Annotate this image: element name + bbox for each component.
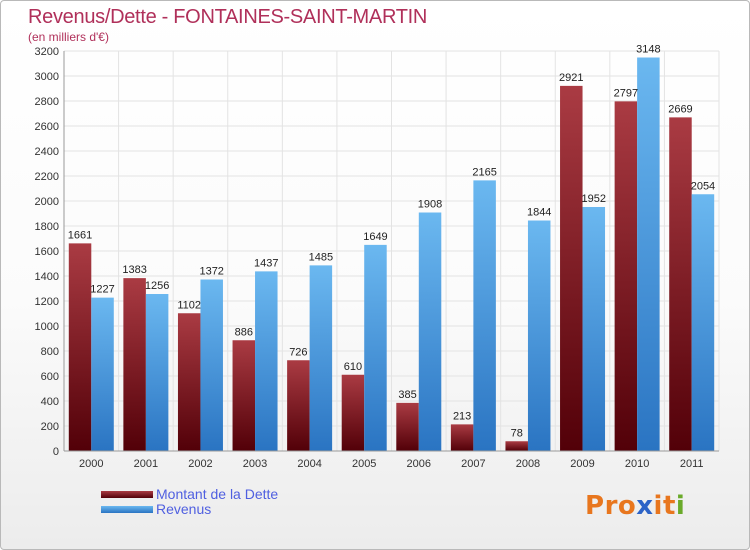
data-label: 2054 — [691, 180, 715, 192]
data-label: 886 — [235, 326, 253, 338]
logo-letter: x — [636, 491, 654, 521]
x-tick-label: 2010 — [625, 458, 649, 470]
data-label: 1485 — [309, 251, 333, 263]
bar-dette — [560, 85, 583, 451]
x-tick-label: 2003 — [243, 458, 267, 470]
bar-dette — [287, 360, 310, 451]
bar-dette — [450, 424, 474, 451]
data-label: 1383 — [122, 264, 146, 276]
x-tick-label: 2009 — [570, 458, 594, 470]
x-tick-label: 2000 — [79, 458, 103, 470]
y-tick-label: 0 — [53, 446, 59, 458]
data-label: 213 — [453, 410, 471, 422]
data-label: 1844 — [527, 207, 551, 219]
y-tick-label: 2000 — [35, 196, 59, 208]
bar-dette — [614, 101, 638, 451]
y-tick-label: 1000 — [35, 321, 59, 333]
chart-subtitle: (en milliers d'€) — [28, 30, 109, 44]
data-label: 1372 — [199, 266, 223, 278]
data-label: 1256 — [145, 280, 169, 292]
data-label: 2165 — [472, 166, 496, 178]
logo-letter: o — [617, 491, 637, 521]
bar-dette — [232, 340, 256, 451]
x-tick-label: 2004 — [297, 458, 321, 470]
y-tick-label: 200 — [41, 421, 59, 433]
data-label: 3148 — [636, 44, 660, 56]
y-tick-label: 1600 — [35, 246, 59, 258]
bar-revenus — [418, 212, 442, 451]
axes: 0 200 400 600 800 1000 1200 1400 1600 1800 2000 220… — [35, 46, 719, 470]
bar-dette — [396, 402, 419, 451]
x-tick-label: 2007 — [461, 458, 485, 470]
x-tick-label: 2006 — [407, 458, 431, 470]
y-tick-label: 1200 — [35, 296, 59, 308]
bar-revenus — [255, 271, 278, 451]
y-tick-label: 400 — [41, 396, 59, 408]
y-tick-label: 1800 — [35, 221, 59, 233]
data-label: 1649 — [363, 231, 387, 243]
bar-revenus — [582, 207, 606, 451]
logo-letter: i — [675, 491, 686, 521]
bar-revenus — [309, 265, 333, 451]
data-label: 78 — [511, 427, 523, 439]
y-tick-label: 3000 — [35, 71, 59, 83]
data-label: 1952 — [582, 193, 606, 205]
x-tick-label: 2002 — [188, 458, 212, 470]
logo-letter: r — [604, 491, 618, 521]
bar-revenus — [91, 297, 114, 451]
bar-dette — [669, 117, 692, 451]
x-tick-label: 2005 — [352, 458, 376, 470]
data-label: 1102 — [177, 299, 201, 311]
bar-revenus — [473, 180, 496, 451]
legend-label-revenus: Revenus — [156, 501, 212, 517]
y-tick-label: 600 — [41, 371, 59, 383]
y-tick-label: 3200 — [35, 46, 59, 58]
bar-revenus — [200, 279, 223, 451]
data-label: 1908 — [418, 199, 442, 211]
y-tick-label: 2800 — [35, 96, 59, 108]
data-label: 2669 — [668, 103, 692, 115]
y-tick-label: 2400 — [35, 146, 59, 158]
data-label: 610 — [344, 361, 362, 373]
data-label: 2797 — [614, 87, 638, 99]
grid-lines — [63, 50, 720, 452]
legend-swatch-dette — [101, 491, 153, 498]
bar-revenus — [691, 194, 715, 451]
x-tick-label: 2001 — [134, 458, 158, 470]
y-tick-label: 2200 — [35, 171, 59, 183]
chart-title: Revenus/Dette - FONTAINES-SAINT-MARTIN — [28, 6, 428, 28]
bars — [68, 57, 715, 451]
data-label: 726 — [289, 346, 307, 358]
x-tick-label: 2008 — [516, 458, 540, 470]
bar-dette — [341, 374, 365, 451]
logo-letter: t — [662, 491, 676, 521]
legend-label-dette: Montant de la Dette — [156, 486, 279, 502]
data-label: 1437 — [254, 257, 278, 269]
data-label: 1227 — [90, 284, 114, 296]
bar-dette — [123, 278, 146, 451]
bar-dette — [505, 441, 528, 451]
bar-revenus — [527, 220, 551, 451]
y-tick-label: 2600 — [35, 121, 59, 133]
data-label: 385 — [398, 389, 416, 401]
data-label: 2921 — [559, 72, 583, 84]
proxiti-logo: Proxiti — [585, 491, 685, 521]
y-tick-label: 800 — [41, 346, 59, 358]
logo-letter: i — [653, 491, 663, 521]
logo-letter: P — [585, 491, 605, 521]
bar-revenus — [637, 57, 660, 451]
bar-revenus — [364, 244, 387, 451]
bar-revenus — [145, 294, 169, 451]
x-tick-label: 2011 — [680, 458, 704, 470]
data-labels: 1661 1227 1383 1256 1102 1372 886 1437 726 1485 61… — [68, 44, 715, 440]
data-label: 1661 — [68, 229, 92, 241]
legend-swatch-revenus — [101, 506, 153, 513]
y-tick-label: 1400 — [35, 271, 59, 283]
bar-dette — [177, 313, 201, 451]
bar-dette — [68, 243, 92, 451]
